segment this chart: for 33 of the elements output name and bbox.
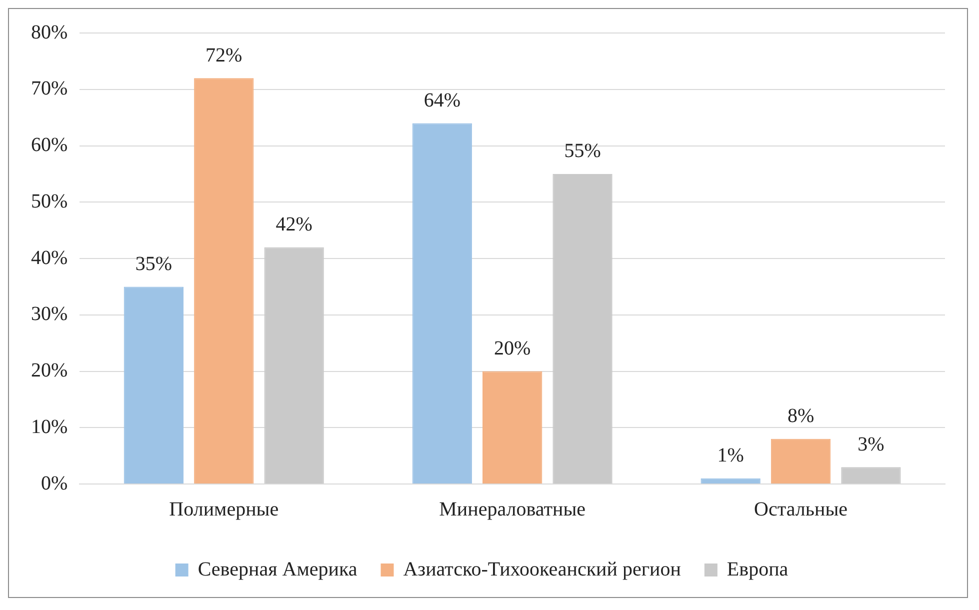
- data-label: 3%: [858, 433, 884, 456]
- y-tick-label: 20%: [30, 360, 68, 382]
- data-label: 1%: [717, 444, 744, 467]
- bar: [194, 78, 254, 484]
- x-tick-label: Полимерные: [169, 498, 279, 520]
- y-tick-label: 80%: [30, 21, 68, 44]
- y-tick-label: 50%: [30, 190, 68, 212]
- bar: [124, 286, 184, 484]
- bar: [552, 174, 612, 484]
- data-label: 55%: [564, 140, 601, 162]
- y-tick-label: 40%: [30, 246, 68, 269]
- x-tick-label: Минераловатные: [439, 498, 586, 520]
- bar: [700, 478, 760, 484]
- bar: [264, 247, 324, 484]
- data-label: 35%: [135, 252, 172, 275]
- y-tick-label: 0%: [40, 472, 68, 494]
- y-tick-label: 10%: [30, 416, 68, 438]
- bar: [482, 371, 542, 484]
- y-tick-label: 60%: [30, 134, 68, 156]
- bar: [770, 438, 831, 484]
- data-label: 42%: [276, 213, 312, 236]
- y-tick-label: 30%: [30, 303, 68, 326]
- legend-label: Европа: [726, 558, 788, 580]
- x-tick-label: Остальные: [754, 498, 848, 520]
- data-label: 64%: [424, 89, 460, 112]
- data-label: 20%: [494, 338, 531, 360]
- y-tick-label: 70%: [30, 78, 68, 100]
- bar: [412, 123, 472, 484]
- bar: [841, 467, 901, 484]
- data-label: 72%: [206, 44, 242, 66]
- data-label: 8%: [787, 405, 814, 428]
- legend-label: Северная Америка: [198, 558, 358, 580]
- legend-label: Азиатско-Тихоокеанский регион: [403, 558, 682, 580]
